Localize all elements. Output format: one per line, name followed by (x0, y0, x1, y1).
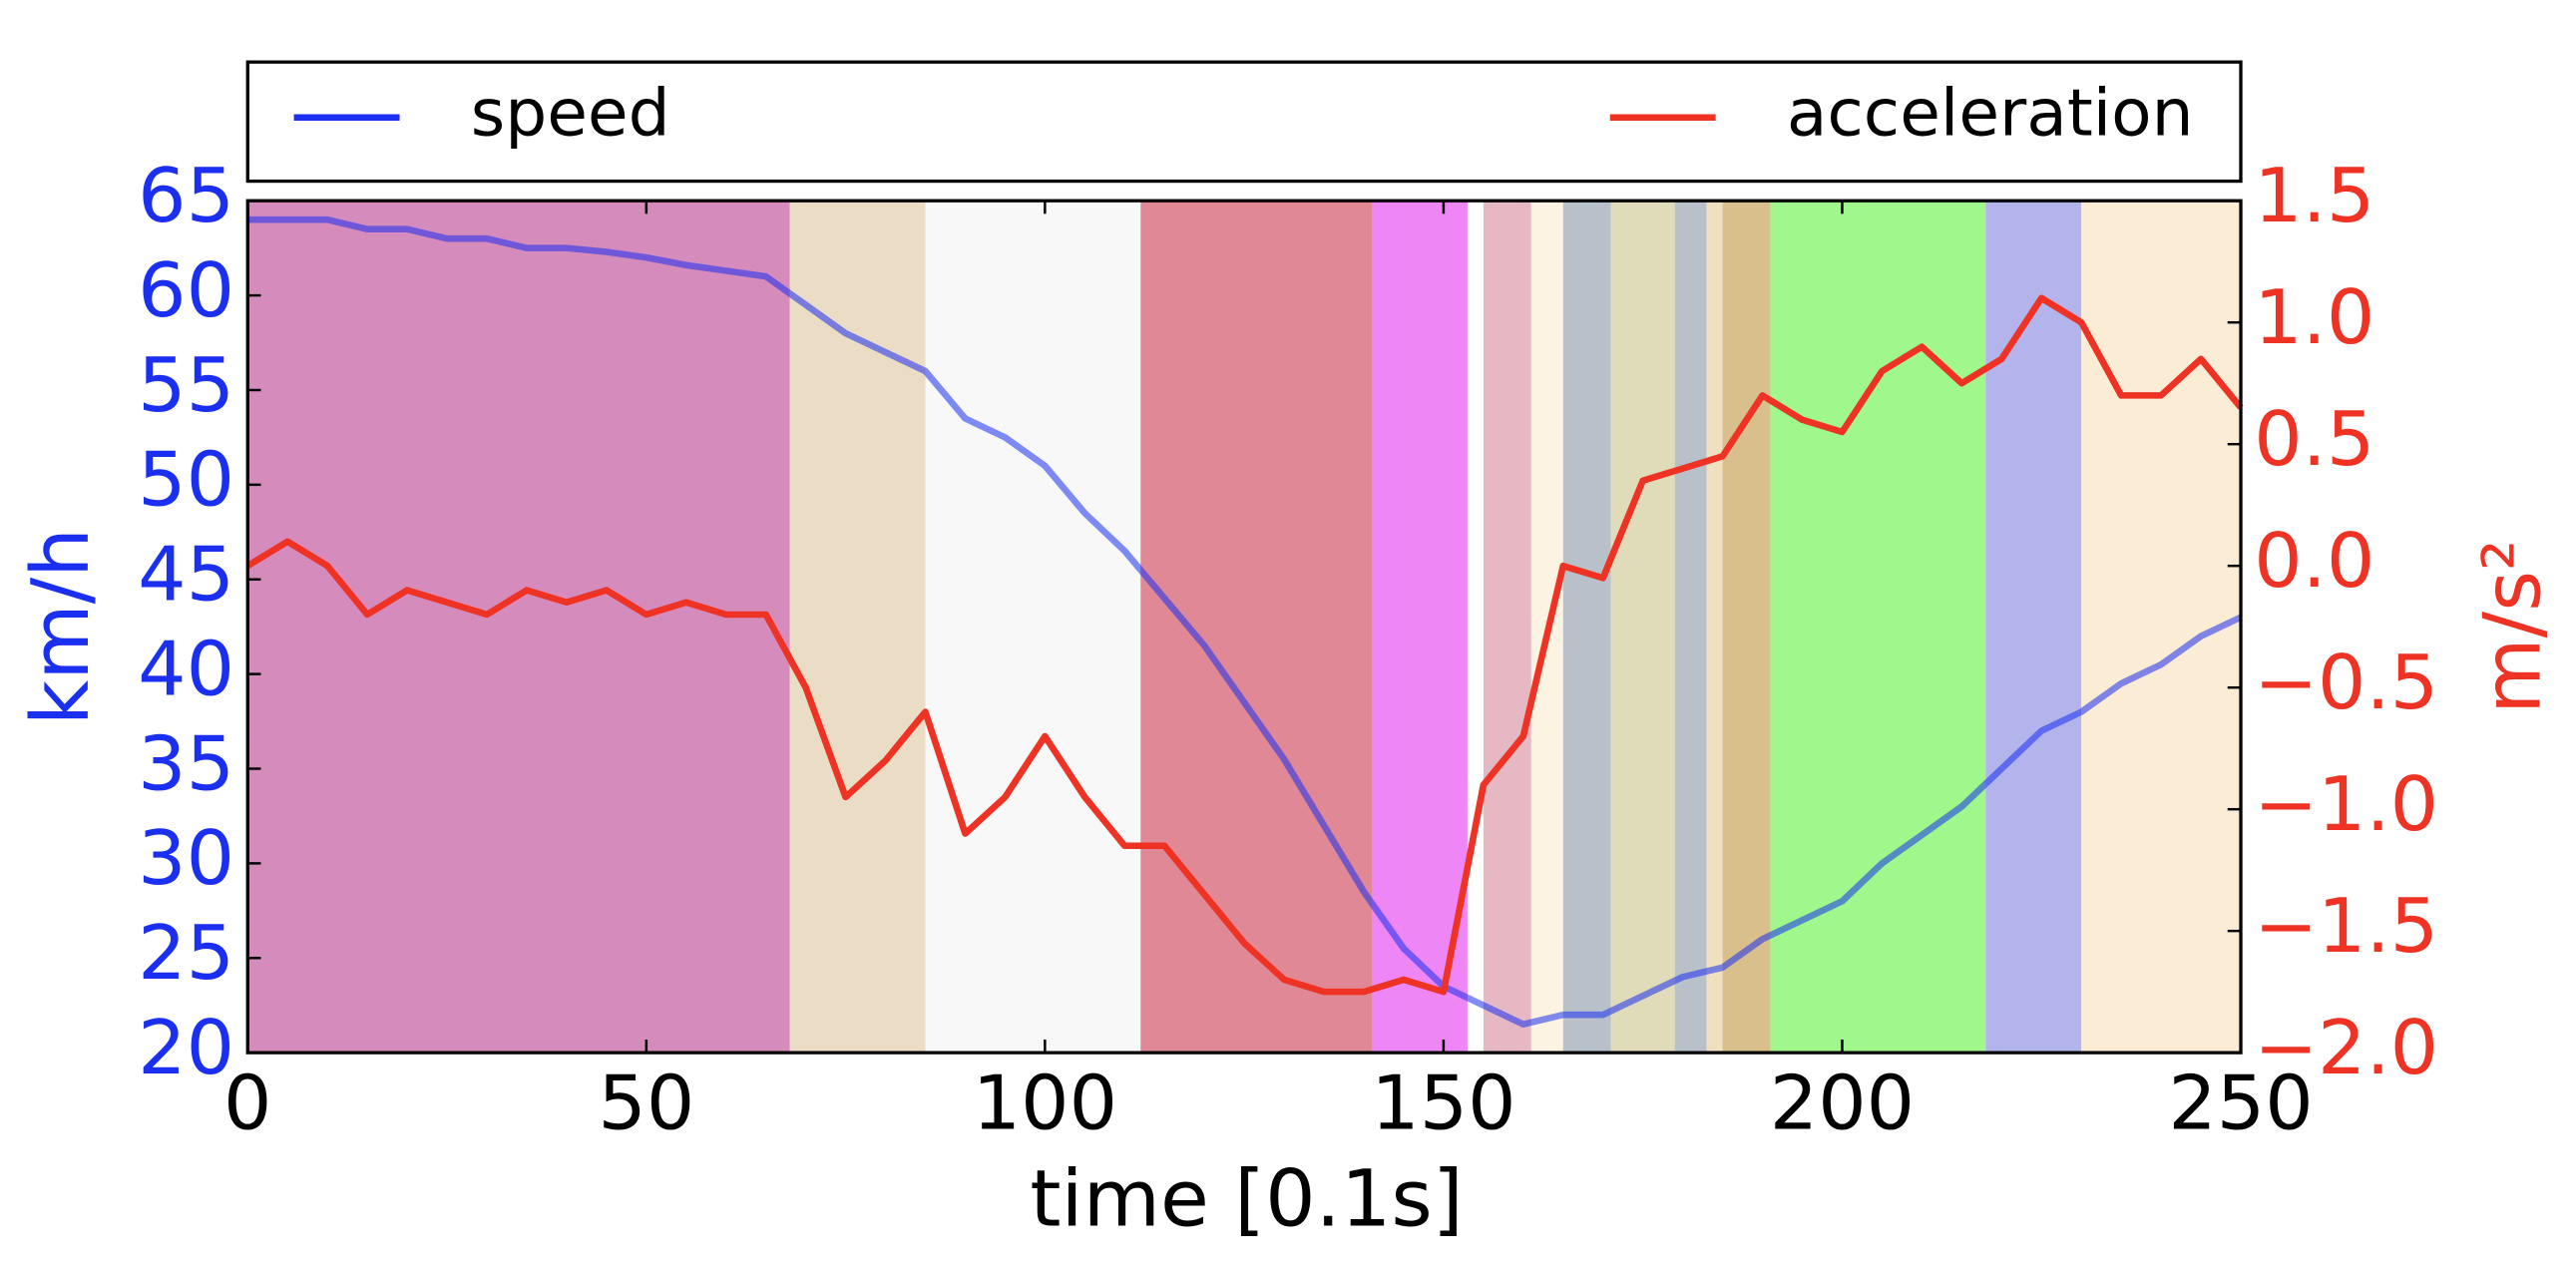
band (1722, 201, 1771, 1054)
y-tick-label: 55 (138, 341, 234, 428)
y2-tick-label: −0.5 (2254, 638, 2438, 725)
y2-tick-label: 0.0 (2254, 517, 2374, 604)
band (1371, 201, 1468, 1054)
legend-label: speed (471, 75, 670, 152)
y-axis-label: km/h (14, 528, 107, 725)
y2-tick-label: −2.0 (2254, 1004, 2438, 1090)
y-tick-label: 35 (138, 720, 234, 807)
x-tick-label: 0 (223, 1060, 271, 1146)
y-tick-label: 60 (138, 246, 234, 333)
x-axis-label: time [0.1s] (1030, 1153, 1463, 1244)
y2-tick-label: −1.0 (2254, 760, 2438, 847)
band (1985, 201, 2082, 1054)
band (1483, 201, 1531, 1054)
y-tick-label: 40 (138, 626, 234, 712)
y2-tick-label: −1.5 (2254, 882, 2438, 969)
y-tick-label: 20 (138, 1004, 234, 1090)
y-tick-label: 30 (138, 815, 234, 902)
lines (245, 215, 2244, 1028)
y-tick-label: 25 (138, 910, 234, 997)
x-tick-label: 200 (1770, 1060, 1915, 1146)
y-tick-label: 65 (138, 152, 234, 238)
legend-box (245, 60, 2243, 184)
band (1610, 201, 1675, 1054)
band (925, 201, 1141, 1054)
y-tick-label: 50 (138, 436, 234, 523)
plot-frame (245, 199, 2243, 1055)
band (1562, 201, 1611, 1054)
x-tick-label: 250 (2168, 1060, 2313, 1146)
y2-tick-label: 1.5 (2254, 152, 2374, 238)
series-line (247, 215, 2243, 1028)
bands (247, 201, 2242, 1054)
band (789, 201, 926, 1054)
x-tick-label: 100 (973, 1060, 1117, 1146)
y2-tick-label: 1.0 (2254, 273, 2374, 360)
y-tick-label: 45 (138, 531, 234, 618)
series-line (245, 294, 2244, 996)
band (1140, 201, 1372, 1054)
legend-label: acceleration (1787, 75, 2194, 152)
band (1706, 201, 1723, 1054)
band (247, 201, 790, 1054)
band (1770, 201, 1986, 1054)
band (1674, 201, 1707, 1054)
y2-axis-label: m/s² (2466, 540, 2559, 714)
x-tick-label: 150 (1371, 1060, 1515, 1146)
x-tick-label: 50 (598, 1060, 694, 1146)
y2-tick-label: 0.5 (2254, 395, 2374, 482)
